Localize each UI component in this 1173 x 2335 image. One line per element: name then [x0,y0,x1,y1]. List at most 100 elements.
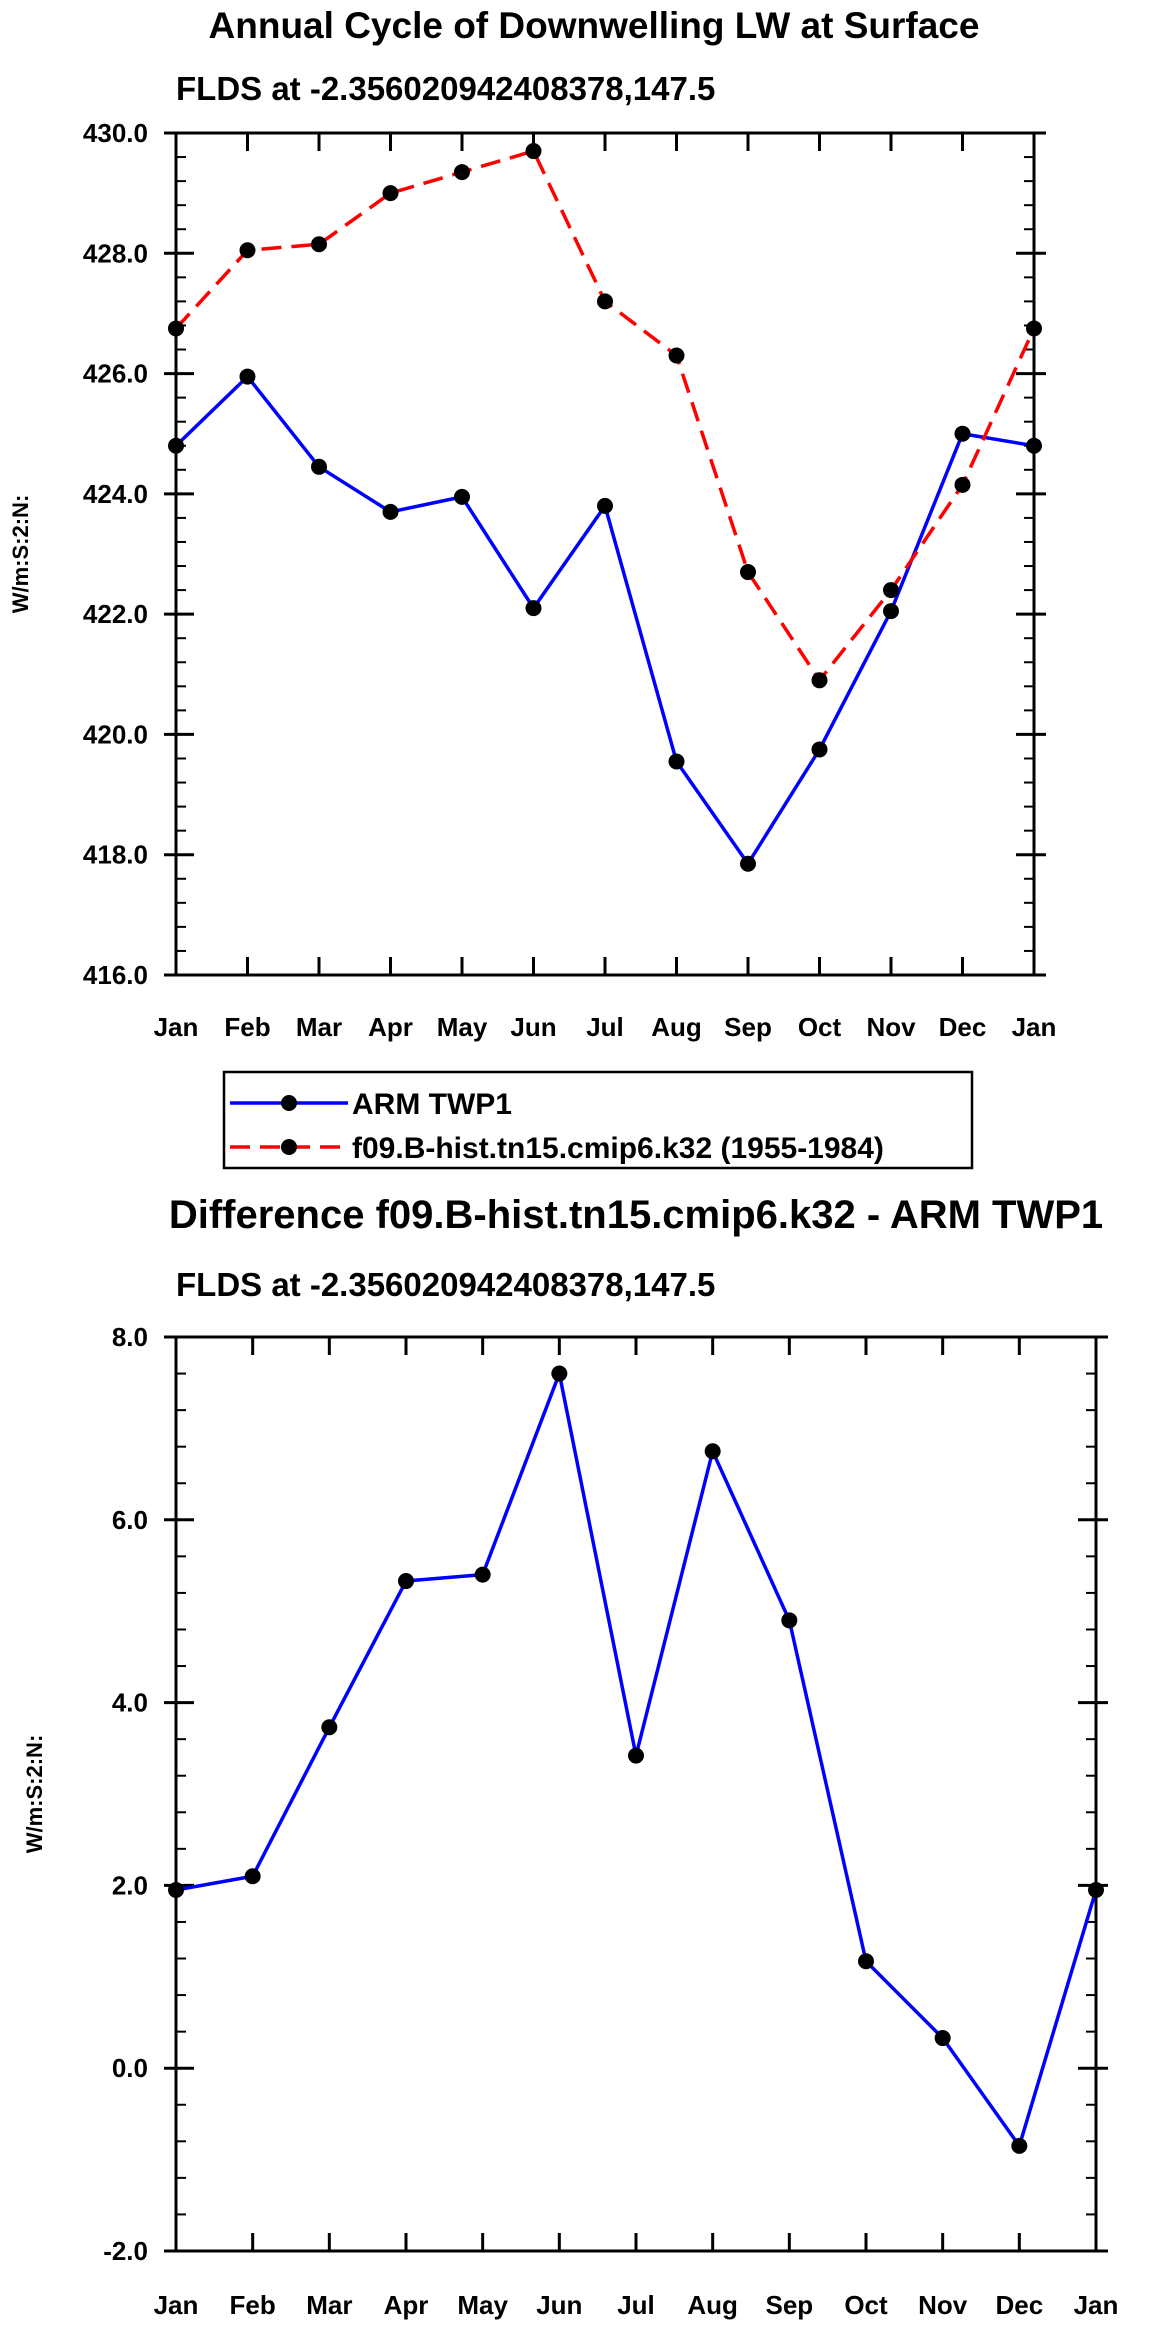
x-tick-label: Jul [617,2290,655,2320]
y-tick-label: 0.0 [112,2053,148,2083]
data-point [239,242,256,259]
data-point [454,488,470,505]
x-tick-label: Jan [1012,1012,1057,1042]
x-tick-label: May [437,1012,488,1042]
data-point [883,582,899,599]
y-tick-label: 430.0 [83,118,148,148]
data-point [781,1612,798,1629]
data-point [382,503,399,520]
data-point [311,236,327,253]
y-axis: 416.0 418.0 420.0 422.0 424.0 426.0 428.0 430.0 [83,118,1046,990]
plot-frame [174,131,1036,977]
x-tick-label: Jan [1074,2290,1119,2320]
x-tick-label: Mar [296,1012,342,1042]
legend-marker [281,1095,297,1111]
series-1 [168,368,1042,872]
data-point [311,458,327,475]
x-tick-label: Oct [844,2290,888,2320]
data-point [858,1953,874,1970]
x-tick-label: Aug [687,2290,738,2320]
series-line [174,374,1035,866]
y-tick-label: 2.0 [112,1870,148,1900]
data-point [168,320,184,337]
chart-title: Annual Cycle of Downwelling LW at Surfac… [209,5,980,46]
x-tick-label: Dec [995,2290,1043,2320]
x-tick-label: Oct [798,1012,842,1042]
y-tick-label: 428.0 [83,238,148,268]
series-2 [168,143,1042,689]
data-point [597,293,613,310]
x-tick-label: Jul [586,1012,624,1042]
x-tick-label: Feb [230,2290,276,2320]
data-point [740,855,756,872]
y-tick-label: 8.0 [112,1322,148,1352]
x-tick-label: Jan [154,1012,199,1042]
x-tick-label: Sep [765,2290,813,2320]
data-point [525,143,542,160]
chart-subtitle: FLDS at -2.356020942408378,147.5 [176,70,715,107]
chart-2: Difference f09.B-hist.tn15.cmip6.k32 - A… [22,1193,1118,2320]
y-tick-label: 426.0 [83,359,148,389]
data-point [244,1868,261,1885]
data-point [934,2030,951,2047]
y-tick-label: 6.0 [112,1505,148,1535]
x-tick-label: Sep [724,1012,772,1042]
plot-frame [174,1335,1098,2253]
y-tick-label: 418.0 [83,840,148,870]
data-point [321,1719,338,1736]
data-point [454,164,470,181]
data-point [1088,1881,1104,1898]
x-axis: Jan Feb Mar Apr May Jun Jul Aug Sep Oct Nov Dec Jan [154,133,1057,1042]
data-point [382,185,399,202]
data-point [628,1747,644,1764]
y-tick-label: 420.0 [83,719,148,749]
y-tick-label: 422.0 [83,599,148,629]
x-tick-label: Nov [866,1012,916,1042]
x-tick-label: Nov [918,2290,968,2320]
data-point [668,347,685,364]
data-point [704,1443,721,1460]
data-point [239,368,256,385]
data-point [740,564,756,581]
legend: ARM TWP1 f09.B-hist.tn15.cmip6.k32 (1955-… [222,1070,974,1170]
y-tick-label: 424.0 [83,479,148,509]
y-axis-label: W/m:S:2:N: [22,1735,47,1854]
series-line [174,149,1036,683]
data-point [597,497,613,514]
data-point [168,437,184,454]
chart-title: Difference f09.B-hist.tn15.cmip6.k32 - A… [169,1193,1103,1237]
x-tick-label: Mar [306,2290,352,2320]
data-point [954,425,971,442]
legend-box [222,1070,974,1170]
y-tick-label: -2.0 [103,2236,148,2266]
data-point [883,603,899,620]
series-1 [168,1365,1104,2154]
x-axis: Jan Feb Mar Apr May Jun Jul Aug Sep Oct Nov Dec Jan [154,1337,1119,2320]
x-tick-label: Apr [368,1012,413,1042]
data-point [811,672,828,689]
y-tick-label: 4.0 [112,1688,148,1718]
data-point [1011,2137,1028,2154]
data-point [551,1365,568,1382]
x-tick-label: Apr [384,2290,429,2320]
x-tick-label: Jan [154,2290,199,2320]
data-point [525,600,542,617]
data-point [811,741,828,758]
data-point [398,1573,414,1590]
chart-subtitle: FLDS at -2.356020942408378,147.5 [176,1266,715,1303]
legend-label: ARM TWP1 [352,1088,512,1121]
y-axis-label: W/m:S:2:N: [8,495,33,614]
data-point [1026,437,1042,454]
x-tick-label: Dec [939,1012,987,1042]
x-tick-label: Feb [224,1012,270,1042]
data-point [954,476,971,493]
x-tick-label: Jun [536,2290,582,2320]
x-tick-label: May [457,2290,508,2320]
data-point [474,1566,491,1583]
legend-marker [281,1139,297,1155]
chart-1: Annual Cycle of Downwelling LW at Surfac… [8,5,1057,1170]
x-tick-label: Aug [651,1012,702,1042]
x-tick-label: Jun [510,1012,556,1042]
legend-label: f09.B-hist.tn15.cmip6.k32 (1955-1984) [352,1132,884,1165]
